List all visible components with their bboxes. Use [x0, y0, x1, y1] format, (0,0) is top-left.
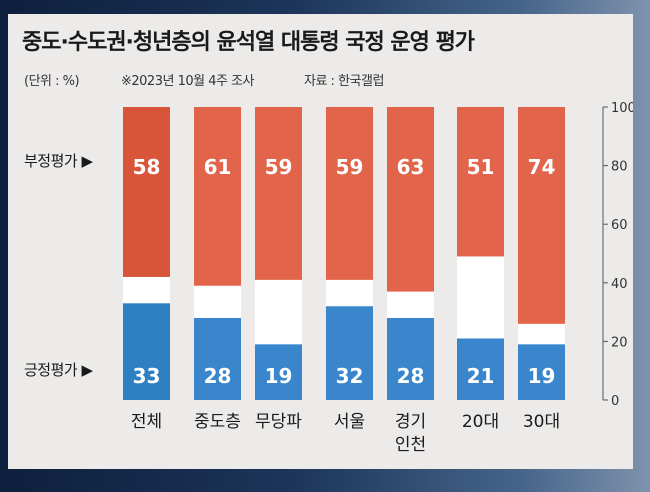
bar-negative	[387, 107, 434, 292]
value-label-negative: 59	[265, 155, 293, 179]
value-label-positive: 32	[336, 364, 364, 388]
bar-negative	[326, 107, 373, 280]
category-label: 서울	[334, 412, 365, 432]
value-label-positive: 33	[133, 364, 161, 388]
bar-positive	[518, 344, 565, 400]
value-label-positive: 21	[467, 364, 495, 388]
category-label: 무당파	[255, 412, 302, 432]
bar-negative	[123, 107, 170, 277]
category-label: 전체	[131, 412, 162, 432]
value-label-positive: 19	[528, 364, 556, 388]
bar-positive	[326, 306, 373, 400]
bar-negative	[255, 107, 302, 280]
date-note: ※2023년 10월 4주 조사	[121, 74, 255, 89]
bar-positive	[123, 303, 170, 400]
positive-rating-label: 긍정평가 ▶	[24, 361, 93, 379]
category-label: 중도층	[194, 412, 241, 432]
bar-positive	[194, 317, 241, 400]
value-label-negative: 59	[336, 155, 364, 179]
category-label: 인천	[395, 435, 426, 455]
chart-card: 중도·수도권·청년층의 윤석열 대통령 국정 운영 평가 (단위 : %) ※2…	[8, 14, 633, 469]
value-label-positive: 28	[397, 364, 425, 388]
bar-negative	[518, 107, 565, 324]
bar-positive	[457, 338, 504, 400]
y-axis-tick-label: 100	[611, 101, 633, 116]
value-label-negative: 74	[528, 155, 556, 179]
value-label-negative: 63	[397, 155, 425, 179]
y-axis-tick-label: 0	[611, 394, 619, 409]
value-label-positive: 19	[265, 364, 293, 388]
y-axis-tick-label: 60	[611, 218, 628, 233]
category-label: 20대	[462, 412, 499, 432]
bar-negative	[457, 107, 504, 257]
bar-positive	[255, 344, 302, 400]
value-label-negative: 58	[133, 155, 161, 179]
chart-title: 중도·수도권·청년층의 윤석열 대통령 국정 운영 평가	[22, 30, 475, 55]
value-label-positive: 28	[204, 364, 232, 388]
value-label-negative: 51	[467, 155, 495, 179]
source-note: 자료 : 한국갤럽	[304, 74, 384, 89]
y-axis-tick-label: 20	[611, 335, 628, 350]
category-label: 30대	[523, 412, 560, 432]
unit-note: (단위 : %)	[24, 74, 80, 89]
y-axis-tick-label: 40	[611, 277, 628, 292]
negative-rating-label: 부정평가 ▶	[24, 152, 93, 170]
y-axis-tick-label: 80	[611, 160, 628, 175]
bar-negative	[194, 107, 241, 286]
value-label-negative: 61	[204, 155, 232, 179]
bar-positive	[387, 317, 434, 400]
category-label: 경기	[395, 412, 426, 432]
